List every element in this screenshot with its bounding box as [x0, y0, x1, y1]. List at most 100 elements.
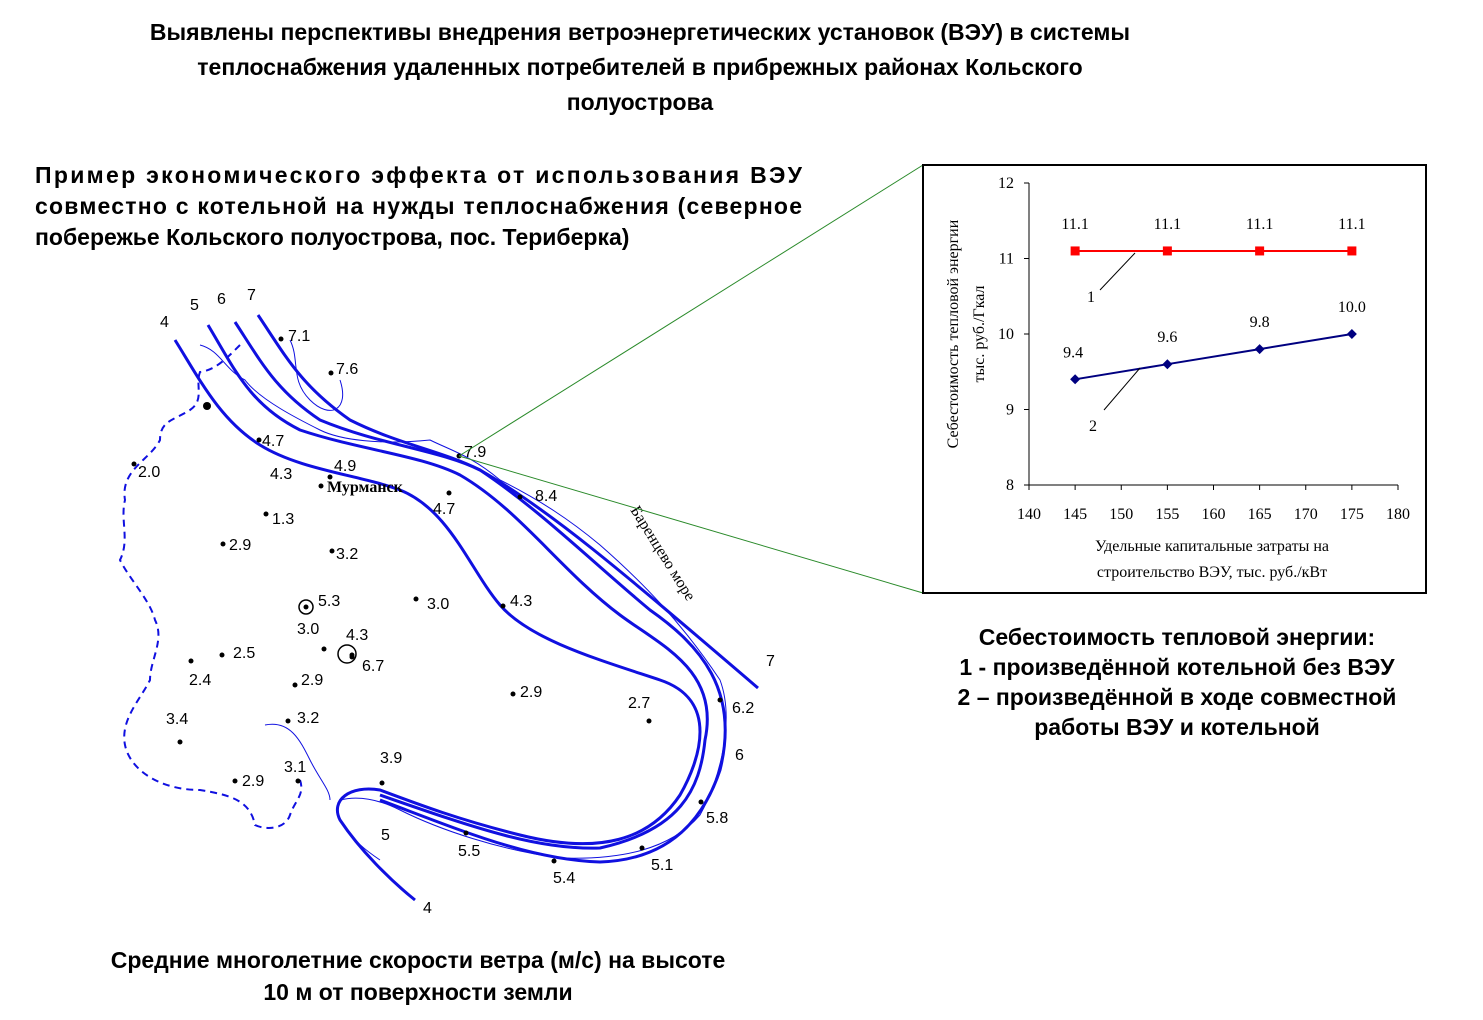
station-value: 5.1	[651, 857, 673, 874]
station-dot	[500, 603, 506, 609]
station-value: 3.0	[427, 596, 449, 613]
connector	[458, 455, 924, 594]
station-dot	[321, 646, 327, 652]
station-value: 4.7	[433, 501, 455, 518]
isoline-label: 6	[735, 747, 744, 764]
marker	[1254, 344, 1265, 355]
chart-caption: Себестоимость тепловой энергии:	[979, 624, 1375, 650]
isoline-label: 6	[217, 291, 226, 308]
station-dot	[131, 461, 137, 467]
station-dot	[256, 437, 262, 443]
station-dot	[551, 858, 557, 864]
connector	[458, 164, 924, 457]
series-leader	[1103, 367, 1141, 411]
station-value: 1.3	[272, 511, 294, 528]
station-dot	[220, 541, 226, 547]
value-label: 9.4	[1063, 344, 1083, 361]
x-tick-label: 145	[1063, 506, 1087, 523]
y-axis-label: тыс. руб./Гкал	[971, 285, 988, 382]
station-dot	[446, 490, 452, 496]
chart-caption: 2 – произведённой в ходе совместной	[958, 684, 1397, 710]
station-value: 2.9	[229, 537, 251, 554]
series-name: 2	[1089, 418, 1097, 435]
value-label: 11.1	[1154, 216, 1181, 233]
value-label: 11.1	[1338, 216, 1365, 233]
x-tick-label: 165	[1248, 506, 1272, 523]
station-value: 3.1	[284, 759, 306, 776]
marker	[1162, 246, 1172, 256]
title-line: теплоснабжения удаленных потребителей в …	[197, 54, 1082, 80]
station-value: 2.4	[189, 672, 211, 689]
x-tick-label: 140	[1017, 506, 1041, 523]
station-dot	[292, 682, 298, 688]
map-shapes	[118, 314, 759, 902]
x-tick-label: 170	[1294, 506, 1318, 523]
title-line: Выявлены перспективы внедрения ветроэнер…	[150, 19, 1130, 45]
station-dot	[328, 370, 334, 376]
y-tick-label: 11	[999, 251, 1014, 268]
marker	[1346, 329, 1357, 339]
station-value: 4.3	[510, 593, 532, 610]
station-value: 5.4	[553, 870, 575, 887]
station-dot	[349, 654, 355, 660]
isoline-label: 5	[190, 297, 199, 314]
y-axis-label: Себестоимость тепловой энергии	[945, 219, 962, 448]
station-value: 4.7	[262, 433, 284, 450]
value-label: 11.1	[1061, 216, 1088, 233]
station-dot	[327, 474, 333, 480]
x-tick-label: 175	[1340, 506, 1364, 523]
chart-caption: работы ВЭУ и котельной	[1034, 714, 1320, 740]
station-value: 3.2	[297, 710, 319, 727]
station-dot	[646, 718, 652, 724]
station-dot	[463, 830, 469, 836]
stations: 7.1 7.6 4.7 4.9 4.3 7.9 8.4 4.7 2.0 1.3 2.9 3.2 3.0 4…	[131, 287, 775, 917]
marker	[1070, 246, 1080, 256]
chart-frame	[922, 164, 1427, 594]
station-value: 8.4	[535, 488, 557, 505]
y-tick-label: 10	[998, 326, 1014, 343]
city-label: Мурманск	[327, 479, 404, 496]
station-value: 2.7	[628, 695, 650, 712]
title-line: полуострова	[567, 89, 714, 115]
station-value: 3.2	[336, 546, 358, 563]
series-line	[1074, 333, 1353, 381]
station-value: 2.9	[242, 773, 264, 790]
station-value: 4.9	[334, 458, 356, 475]
station-value: 4.3	[270, 466, 292, 483]
station-dot	[510, 691, 516, 697]
x-tick-label: 155	[1155, 506, 1179, 523]
chart-caption: 1 - произведённой котельной без ВЭУ	[959, 654, 1395, 680]
station-dot	[263, 511, 269, 517]
station-dot	[698, 799, 704, 805]
station-dot	[329, 548, 335, 554]
x-axis-label: Удельные капитальные затраты на	[1095, 538, 1329, 555]
station-dot	[278, 336, 284, 342]
marker	[1255, 246, 1265, 256]
station-dot	[517, 494, 523, 500]
station-value: 2.5	[233, 645, 255, 662]
isoline-label: 7	[247, 287, 256, 304]
station-dot	[232, 778, 238, 784]
station-value: 2.0	[138, 464, 160, 481]
station-dot	[413, 596, 419, 602]
map-caption: Средние многолетние скорости ветра (м/с)…	[111, 947, 726, 973]
station-dot	[379, 780, 385, 786]
marker	[1347, 246, 1357, 256]
x-tick-label: 150	[1109, 506, 1133, 523]
x-axis-label: строительство ВЭУ, тыс. руб./кВт	[1097, 564, 1327, 581]
station-value: 3.4	[166, 711, 188, 728]
value-label: 9.6	[1157, 329, 1177, 346]
isoline-label: 5	[381, 827, 390, 844]
station-dot	[303, 604, 309, 610]
value-label: 11.1	[1246, 216, 1273, 233]
x-tick-label: 160	[1202, 506, 1226, 523]
station-dot	[285, 718, 291, 724]
series-name: 1	[1087, 289, 1095, 306]
station-value: 6.2	[732, 700, 754, 717]
station-value: 6.7	[362, 658, 384, 675]
station-value: 2.9	[520, 684, 542, 701]
station-dot	[219, 652, 225, 658]
value-label: 10.0	[1338, 299, 1366, 316]
station-value: 5.8	[706, 810, 728, 827]
